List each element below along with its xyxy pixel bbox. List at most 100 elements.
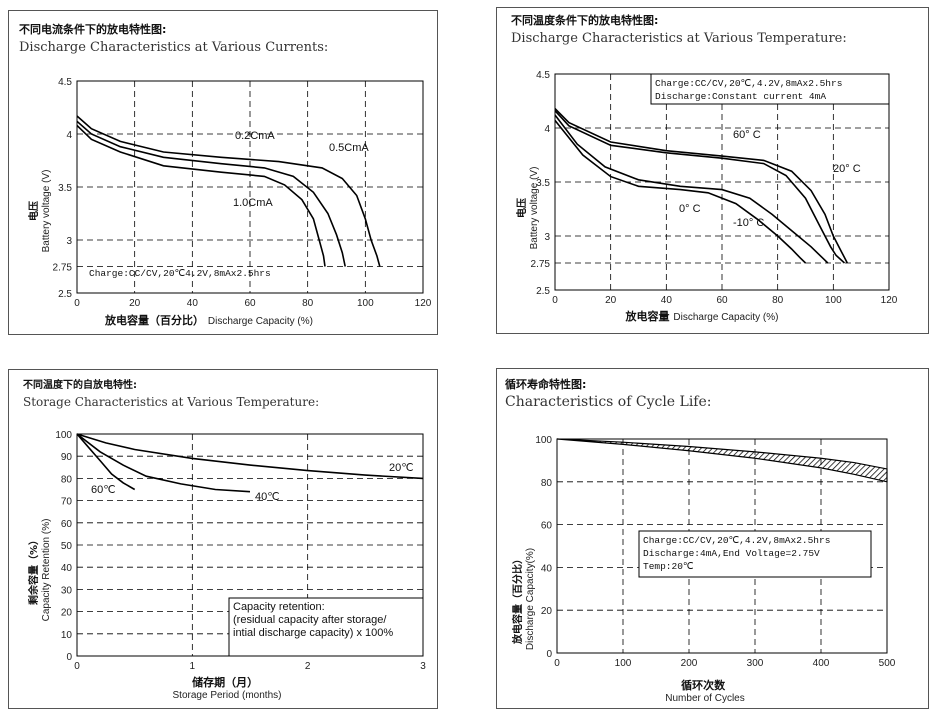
note-line: Discharge:Constant current 4mA bbox=[655, 91, 826, 102]
x-tick-label: 2 bbox=[305, 661, 311, 672]
series-label: 20° C bbox=[833, 163, 861, 175]
series-label: 60℃ bbox=[91, 484, 116, 496]
note-line: Charge:CC/CV,20℃,4.2V,8mAx2.5hrs bbox=[643, 535, 830, 546]
series-label: 40℃ bbox=[255, 491, 280, 503]
x-tick-label: 60 bbox=[244, 298, 256, 309]
x-tick-label: 40 bbox=[661, 295, 673, 306]
series-line-3 bbox=[554, 119, 807, 264]
series-label: 20℃ bbox=[389, 462, 414, 474]
x-tick-label: 500 bbox=[879, 658, 896, 669]
y-tick-label: 40 bbox=[541, 563, 553, 574]
series-line-0 bbox=[76, 115, 381, 267]
series-line-0 bbox=[554, 108, 849, 264]
chart-note: Charge:CC/CV,20℃4.2V,8mAx2.5hrs bbox=[89, 268, 271, 279]
x-tick-label: 100 bbox=[357, 298, 374, 309]
x-tick-label: 120 bbox=[881, 295, 898, 306]
y-tick-label: 4.5 bbox=[58, 77, 72, 88]
y-tick-label: 60 bbox=[541, 521, 553, 532]
chart-discharge-currents: 不同电流条件下的放电特性图: Discharge Characteristics … bbox=[19, 22, 432, 327]
series-line-2 bbox=[76, 433, 136, 491]
x-tick-label: 20 bbox=[129, 298, 141, 309]
note-line: Capacity retention: bbox=[233, 601, 325, 613]
x-tick-label: 0 bbox=[74, 661, 80, 672]
plot-frame bbox=[556, 438, 888, 654]
series-label: 1.0CmA bbox=[233, 197, 273, 209]
x-tick-label: 100 bbox=[615, 658, 632, 669]
y-tick-label: 10 bbox=[61, 630, 73, 641]
y-tick-label: 80 bbox=[541, 478, 553, 489]
x-axis-label: 放电容量（百分比） Discharge Capacity (%) bbox=[104, 313, 313, 327]
chart-panel-currents: 不同电流条件下的放电特性图: Discharge Characteristics … bbox=[8, 10, 438, 335]
chart-title: Characteristics of Cycle Life: bbox=[505, 394, 712, 410]
y-tick-label: 100 bbox=[55, 430, 72, 441]
series-line-1 bbox=[76, 120, 346, 267]
y-tick-label: 30 bbox=[61, 585, 73, 596]
y-tick-label: 80 bbox=[61, 474, 73, 485]
y-tick-label: 70 bbox=[61, 497, 73, 508]
x-tick-label: 400 bbox=[813, 658, 830, 669]
x-axis-label: 储存期（月） Storage Period (months) bbox=[173, 675, 282, 701]
y-tick-label: 2.5 bbox=[536, 286, 550, 297]
y-axis-label: 电压Battery voltage (V) bbox=[27, 170, 52, 253]
chart-panel-storage: 不同温度下的自放电特性: Storage Characteristics at V… bbox=[8, 369, 438, 709]
chart-panel-temperature: 不同温度条件下的放电特性图: Discharge Characteristics … bbox=[496, 7, 929, 334]
note-line: intial discharge capacity) x 100% bbox=[233, 627, 393, 639]
chart-title: Discharge Characteristics at Various Cur… bbox=[19, 40, 328, 55]
y-tick-label: 3.5 bbox=[536, 178, 550, 189]
y-tick-label: 4 bbox=[544, 124, 550, 135]
series-label: -10° C bbox=[733, 217, 764, 229]
x-tick-label: 120 bbox=[415, 298, 432, 309]
y-axis-label: 电压Battery voltage (V) bbox=[515, 167, 540, 250]
series-line-0 bbox=[76, 433, 424, 480]
note-box bbox=[228, 597, 424, 657]
chart-discharge-temperature: 不同温度条件下的放电特性图: Discharge Characteristics … bbox=[511, 13, 898, 323]
y-tick-label: 3 bbox=[544, 232, 550, 243]
y-tick-label: 3 bbox=[66, 236, 72, 247]
series-label: 0.5CmA bbox=[329, 142, 369, 154]
y-tick-label: 100 bbox=[535, 435, 552, 446]
chart-panel-cycle-life: 循环寿命特性图: Characteristics of Cycle Life: 0 1… bbox=[496, 368, 929, 709]
x-tick-label: 80 bbox=[302, 298, 314, 309]
x-axis-label: 放电容量 Discharge Capacity (%) bbox=[625, 309, 779, 323]
y-tick-label: 4 bbox=[66, 130, 72, 141]
y-tick-label: 20 bbox=[61, 608, 73, 619]
series-line-1 bbox=[76, 433, 251, 493]
chart-title-cn: 不同温度下的自放电特性: bbox=[23, 378, 137, 391]
series-label: 0° C bbox=[679, 203, 701, 215]
x-tick-label: 20 bbox=[605, 295, 617, 306]
x-tick-label: 80 bbox=[772, 295, 784, 306]
note-box bbox=[650, 73, 890, 105]
series-line-1 bbox=[554, 110, 846, 264]
x-tick-label: 1 bbox=[190, 661, 196, 672]
y-tick-label: 4.5 bbox=[536, 70, 550, 81]
y-tick-label: 2.75 bbox=[53, 263, 73, 274]
x-tick-label: 60 bbox=[716, 295, 728, 306]
y-axis-label: 放电容量（百分比）Discharge Capacity(%) bbox=[511, 548, 536, 650]
x-tick-label: 0 bbox=[554, 658, 560, 669]
cycle-life-band bbox=[556, 438, 888, 483]
x-tick-label: 3 bbox=[420, 661, 426, 672]
chart-title: Discharge Characteristics at Various Tem… bbox=[511, 31, 847, 46]
y-tick-label: 40 bbox=[61, 563, 73, 574]
y-tick-label: 60 bbox=[61, 519, 73, 530]
y-tick-label: 0 bbox=[66, 652, 72, 663]
y-tick-label: 3.5 bbox=[58, 183, 72, 194]
note-box bbox=[638, 530, 872, 578]
y-tick-label: 2.5 bbox=[58, 289, 72, 300]
y-tick-label: 90 bbox=[61, 452, 73, 463]
y-tick-label: 20 bbox=[541, 606, 553, 617]
x-tick-label: 300 bbox=[747, 658, 764, 669]
series-line-2 bbox=[554, 114, 829, 264]
chart-title-cn: 循环寿命特性图: bbox=[505, 377, 586, 391]
x-axis-label: 循环次数 Number of Cycles bbox=[665, 678, 744, 704]
chart-title-cn: 不同温度条件下的放电特性图: bbox=[511, 13, 658, 27]
note-line: Charge:CC/CV,20℃,4.2V,8mAx2.5hrs bbox=[655, 78, 842, 89]
chart-title-cn: 不同电流条件下的放电特性图: bbox=[19, 22, 166, 36]
x-tick-label: 0 bbox=[74, 298, 80, 309]
note-line: Temp:20℃ bbox=[643, 561, 694, 572]
y-tick-label: 0 bbox=[546, 649, 552, 660]
chart-cycle-life: 循环寿命特性图: Characteristics of Cycle Life: 0 1… bbox=[505, 377, 896, 704]
series-label: 60° C bbox=[733, 129, 761, 141]
note-line: Discharge:4mA,End Voltage=2.75V bbox=[643, 548, 820, 559]
x-tick-label: 100 bbox=[825, 295, 842, 306]
